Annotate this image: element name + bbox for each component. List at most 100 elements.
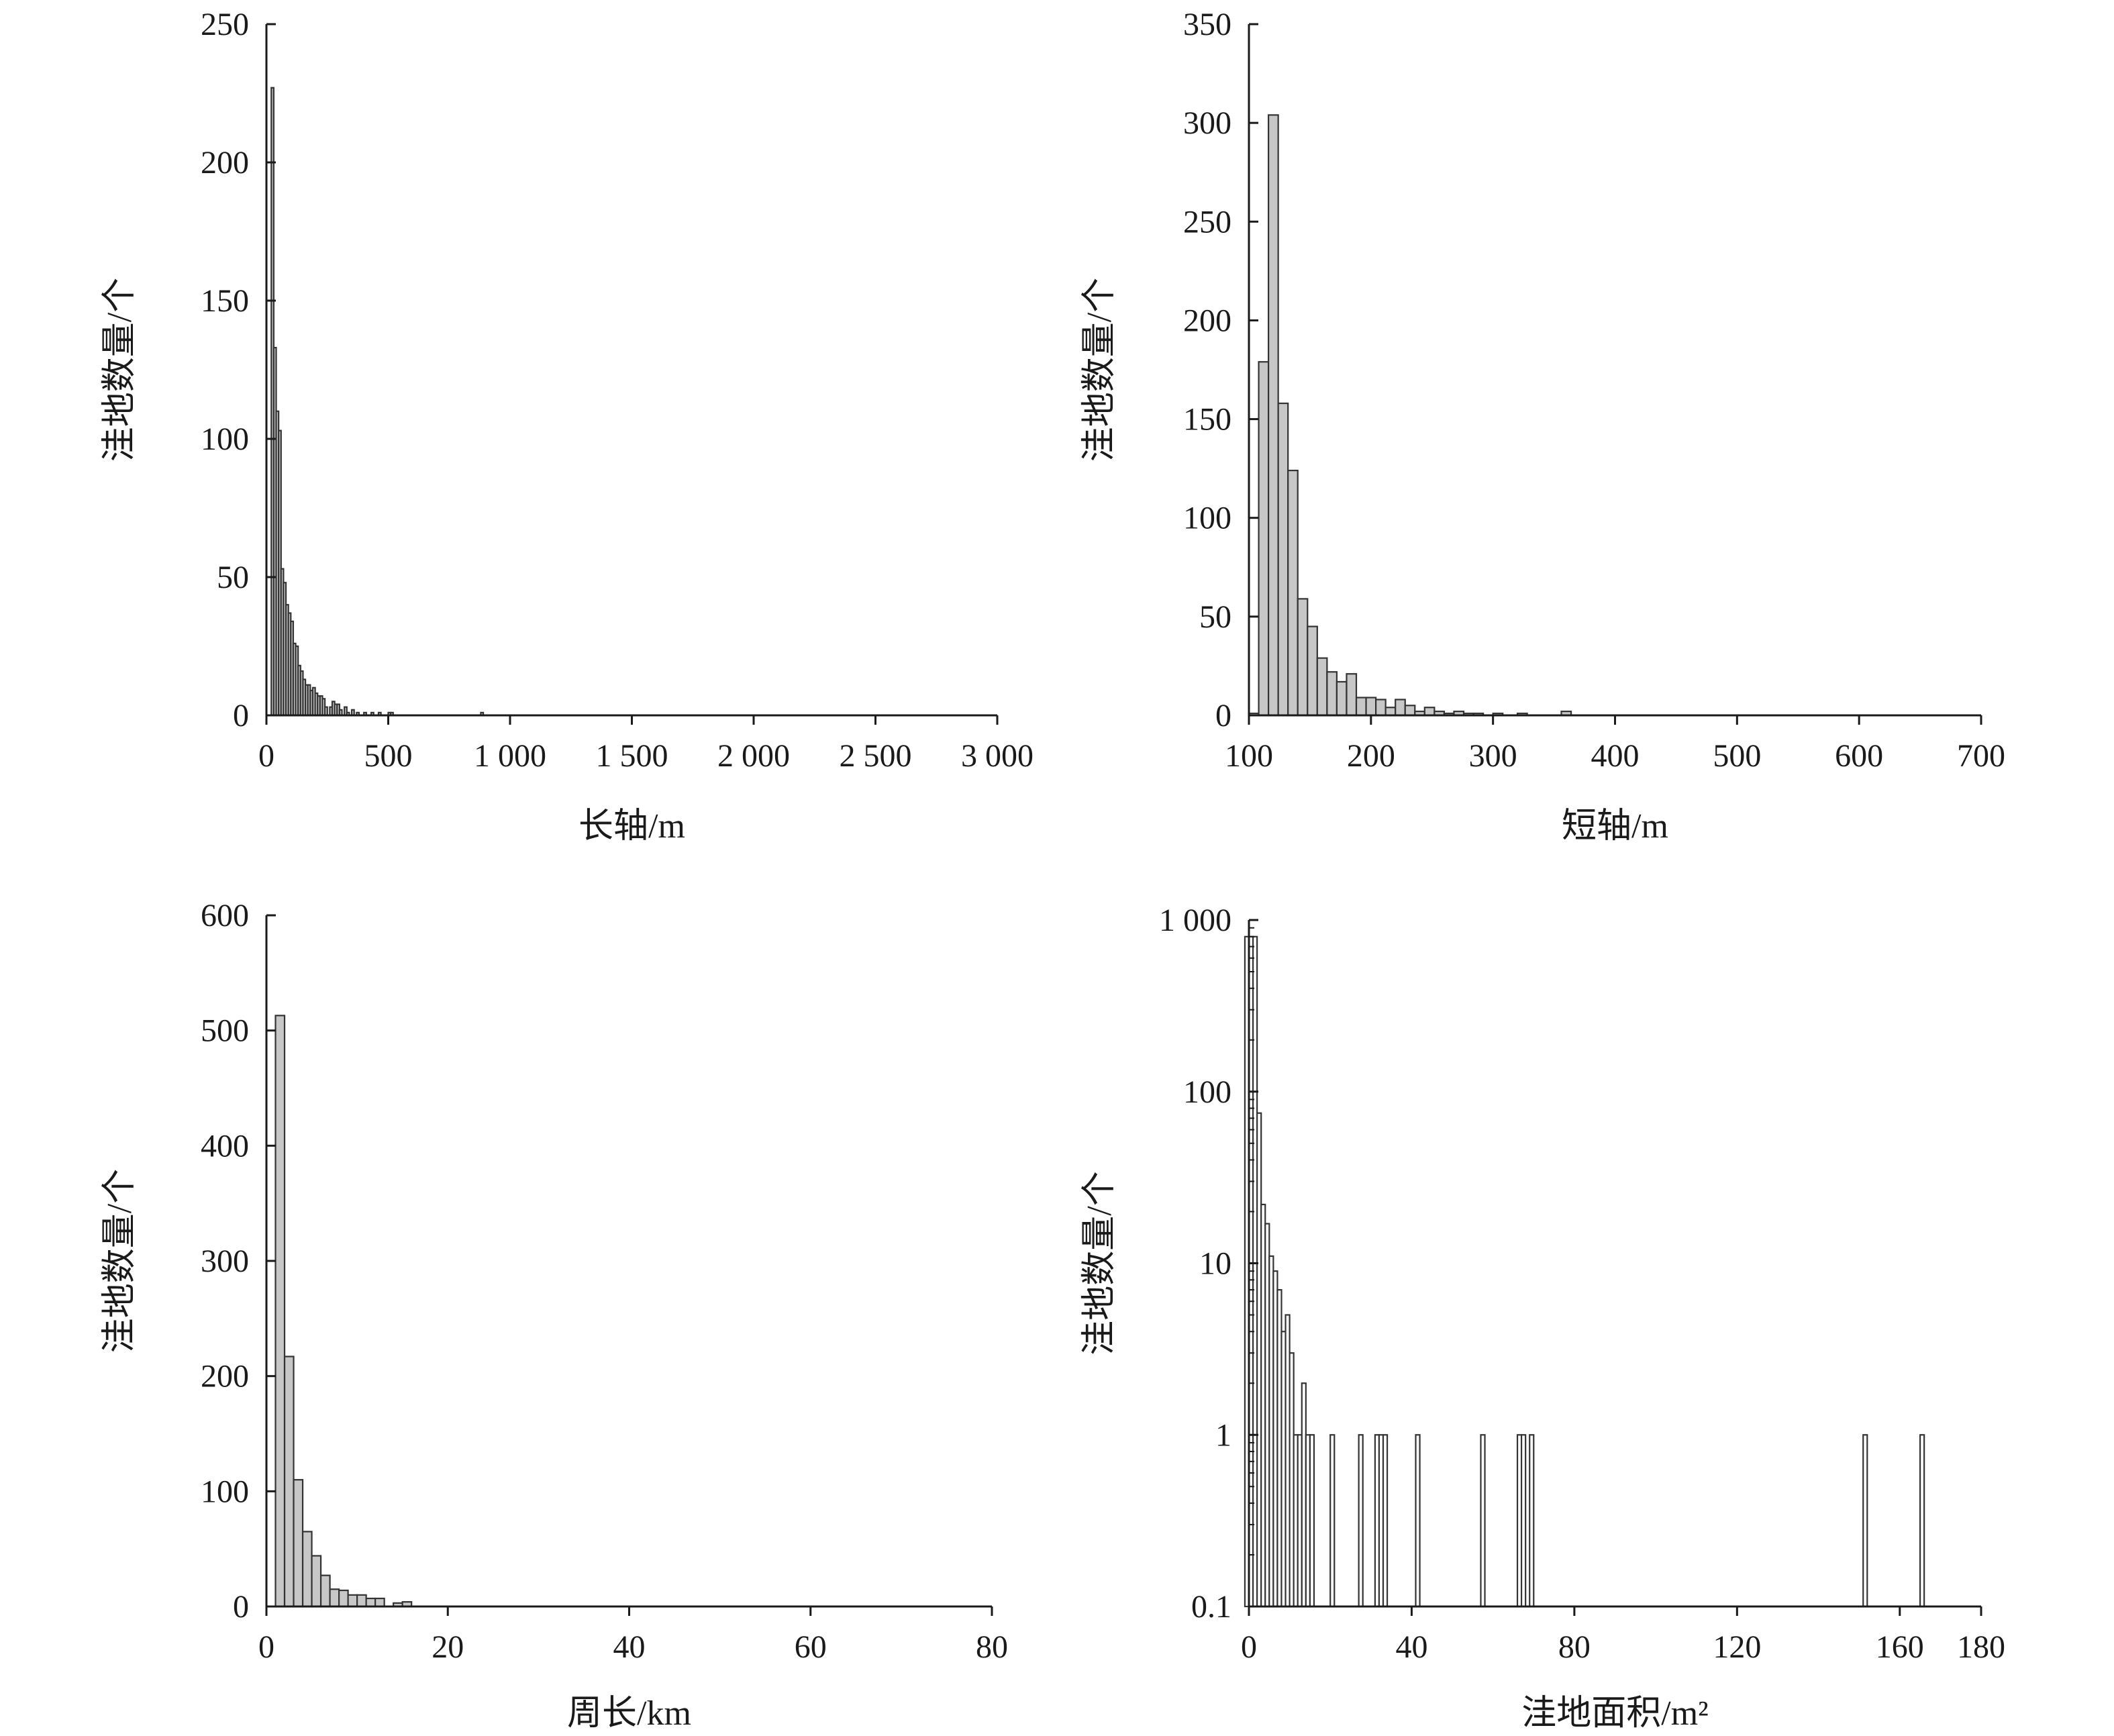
chart-minor-axis: 0 50 100 150 200 250 300 350 100 200 300 400 500 600 7… xyxy=(1080,7,2005,846)
bar-perimeter-10 xyxy=(365,1597,376,1608)
x-tick-label-perimeter-0: 0 xyxy=(258,1629,274,1665)
y-tick-label-minor-axis-0: 0 xyxy=(1215,698,1231,733)
x-tick-label-major-axis-0: 0 xyxy=(258,738,274,774)
x-axis-title-perimeter: 周长/km xyxy=(567,1694,691,1733)
x-tick-label-perimeter-3: 60 xyxy=(795,1629,827,1665)
y-axis-title-minor-axis: 洼地数量/个 xyxy=(1080,278,1119,462)
bar-perimeter-3 xyxy=(301,1531,313,1608)
x-tick-label-area-1: 40 xyxy=(1395,1629,1427,1665)
bar-perimeter-9 xyxy=(356,1594,367,1608)
x-tick-label-perimeter-4: 80 xyxy=(976,1629,1008,1665)
y-tick-label-perimeter-2: 200 xyxy=(201,1359,249,1394)
x-tick-label-major-axis-2: 1 000 xyxy=(474,738,546,774)
bar-minor-axis-18 xyxy=(1423,707,1436,717)
bar-area-17 xyxy=(1329,1434,1336,1608)
y-tick-label-major-axis-5: 250 xyxy=(201,7,249,42)
bar-area-26 xyxy=(1529,1434,1535,1608)
bar-area-21 xyxy=(1382,1434,1389,1608)
y-tick-label-perimeter-5: 500 xyxy=(201,1013,249,1049)
bar-minor-axis-15 xyxy=(1395,699,1406,717)
bar-area-23 xyxy=(1480,1434,1486,1608)
bar-minor-axis-4 xyxy=(1287,469,1299,717)
bar-perimeter-6 xyxy=(329,1588,340,1608)
y-tick-label-minor-axis-1: 50 xyxy=(1199,599,1231,635)
bar-perimeter-8 xyxy=(347,1594,358,1608)
x-tick-label-minor-axis-3: 400 xyxy=(1591,738,1640,774)
y-tick-label-major-axis-2: 100 xyxy=(201,421,249,457)
y-tick-label-minor-axis-4: 200 xyxy=(1183,303,1231,338)
x-tick-label-minor-axis-5: 600 xyxy=(1835,738,1883,774)
bar-minor-axis-8 xyxy=(1326,671,1338,717)
bar-minor-axis-2 xyxy=(1267,114,1279,717)
bar-major-axis-22 xyxy=(324,706,328,717)
x-tick-label-area-2: 80 xyxy=(1558,1629,1591,1665)
x-tick-label-major-axis-4: 2 000 xyxy=(717,738,790,774)
y-tick-label-minor-axis-3: 150 xyxy=(1183,402,1231,438)
y-tick-label-minor-axis-7: 350 xyxy=(1183,7,1231,42)
x-tick-label-area-5: 180 xyxy=(1957,1629,2005,1665)
bar-area-18 xyxy=(1358,1434,1364,1608)
bar-minor-axis-10 xyxy=(1346,673,1358,717)
bar-minor-axis-16 xyxy=(1404,705,1416,717)
bar-perimeter-11 xyxy=(374,1597,385,1608)
y-tick-label-perimeter-0: 0 xyxy=(233,1589,249,1625)
y-tick-label-area-4: 1 000 xyxy=(1159,903,1231,938)
y-tick-label-perimeter-6: 600 xyxy=(201,898,249,933)
bar-minor-axis-1 xyxy=(1258,361,1270,717)
x-tick-label-perimeter-1: 20 xyxy=(432,1629,464,1665)
bar-area-22 xyxy=(1415,1434,1421,1608)
y-tick-label-minor-axis-2: 100 xyxy=(1183,501,1231,536)
y-tick-label-perimeter-4: 400 xyxy=(201,1128,249,1164)
bar-minor-axis-9 xyxy=(1336,680,1348,717)
x-axis-title-area: 洼地面积/m² xyxy=(1521,1694,1709,1733)
x-axis-title-minor-axis: 短轴/m xyxy=(1562,807,1668,846)
bar-area-16 xyxy=(1309,1434,1315,1608)
bar-area-27 xyxy=(1862,1434,1868,1608)
bar-minor-axis-12 xyxy=(1365,697,1377,717)
chart-major-axis: 0 50 100 150 200 250 0 500 1 000 1 500 2 000 2 500 3… xyxy=(101,7,1034,846)
x-tick-label-perimeter-2: 40 xyxy=(613,1629,646,1665)
bar-minor-axis-6 xyxy=(1307,625,1318,717)
y-tick-label-major-axis-4: 200 xyxy=(201,145,249,181)
y-tick-label-area-1: 1 xyxy=(1215,1417,1231,1453)
x-tick-label-major-axis-1: 500 xyxy=(364,738,413,774)
y-tick-label-minor-axis-6: 300 xyxy=(1183,105,1231,141)
y-axis-title-major-axis: 洼地数量/个 xyxy=(101,278,139,462)
x-tick-label-major-axis-6: 3 000 xyxy=(961,738,1034,774)
bar-area-28 xyxy=(1919,1434,1925,1608)
bar-minor-axis-7 xyxy=(1316,657,1328,717)
x-tick-label-minor-axis-2: 300 xyxy=(1469,738,1517,774)
bar-perimeter-2 xyxy=(293,1479,304,1608)
bar-minor-axis-11 xyxy=(1355,697,1367,717)
bar-minor-axis-3 xyxy=(1277,402,1289,717)
y-tick-label-minor-axis-5: 250 xyxy=(1183,204,1231,240)
bar-minor-axis-5 xyxy=(1297,598,1309,717)
y-tick-label-area-0: 0.1 xyxy=(1191,1589,1231,1625)
bar-perimeter-5 xyxy=(319,1574,331,1608)
bar-area-25 xyxy=(1520,1434,1527,1608)
y-axis-title-area: 洼地数量/个 xyxy=(1080,1171,1119,1355)
y-tick-label-major-axis-1: 50 xyxy=(217,560,249,595)
bar-minor-axis-14 xyxy=(1385,707,1397,717)
x-tick-label-area-4: 160 xyxy=(1876,1629,1924,1665)
x-axis-title-major-axis: 长轴/m xyxy=(578,807,685,846)
y-tick-label-major-axis-3: 150 xyxy=(201,283,249,319)
bar-perimeter-7 xyxy=(338,1589,349,1608)
y-tick-label-area-3: 100 xyxy=(1183,1074,1231,1110)
x-tick-label-minor-axis-0: 100 xyxy=(1225,738,1273,774)
x-tick-label-major-axis-5: 2 500 xyxy=(840,738,912,774)
chart-area: 0.1 1 10 100 1 000 0 40 80 120 160 180 洼地面积/m² 洼地数量/… xyxy=(1080,903,2005,1733)
y-tick-label-major-axis-0: 0 xyxy=(233,698,249,733)
x-tick-label-minor-axis-4: 500 xyxy=(1713,738,1761,774)
x-tick-label-area-3: 120 xyxy=(1713,1629,1761,1665)
x-tick-label-area-0: 0 xyxy=(1241,1629,1257,1665)
x-tick-label-minor-axis-6: 700 xyxy=(1957,738,2005,774)
x-tick-label-major-axis-3: 1 500 xyxy=(596,738,668,774)
y-tick-label-perimeter-3: 300 xyxy=(201,1243,249,1279)
y-tick-label-area-2: 10 xyxy=(1199,1246,1231,1282)
bar-perimeter-1 xyxy=(283,1356,295,1608)
x-tick-label-minor-axis-1: 200 xyxy=(1347,738,1395,774)
y-tick-label-perimeter-1: 100 xyxy=(201,1474,249,1509)
bar-minor-axis-13 xyxy=(1375,699,1387,717)
